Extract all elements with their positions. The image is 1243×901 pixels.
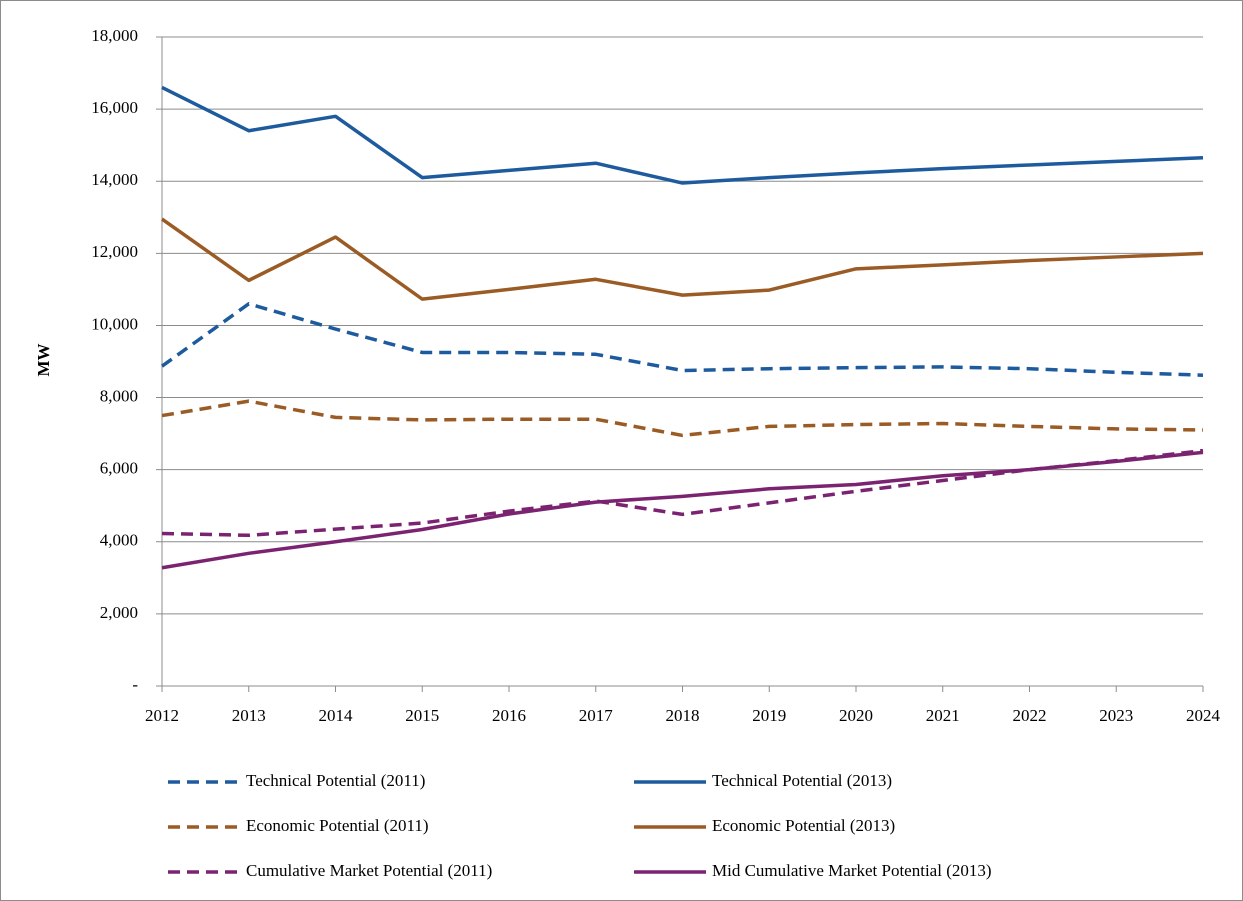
series-line: [161, 85, 1204, 185]
x-tick-label: 2017: [579, 706, 614, 725]
y-tick-label: 4,000: [100, 531, 138, 550]
x-tick-label: 2015: [405, 706, 439, 725]
series-line: [160, 217, 1204, 301]
x-tick-label: 2022: [1013, 706, 1047, 725]
x-tick-label: 2013: [232, 706, 266, 725]
y-tick-label: 14,000: [91, 170, 138, 189]
legend-label: Cumulative Market Potential (2011): [246, 861, 492, 880]
y-tick-label: 18,000: [91, 26, 138, 45]
x-tick-label: 2014: [319, 706, 354, 725]
x-tick-label: 2023: [1099, 706, 1133, 725]
y-tick-label: 16,000: [91, 98, 138, 117]
x-tick-label: 2020: [839, 706, 873, 725]
y-tick-label: 10,000: [91, 314, 138, 333]
x-tick-label: 2019: [752, 706, 786, 725]
x-tick-label: 2012: [145, 706, 179, 725]
legend-label: Economic Potential (2011): [246, 816, 429, 835]
y-tick-label: 6,000: [100, 459, 138, 478]
y-tick-label: -: [132, 675, 138, 694]
y-axis-label: MW: [34, 343, 53, 376]
x-tick-label: 2016: [492, 706, 526, 725]
y-tick-label: 2,000: [100, 603, 138, 622]
series-line: [161, 399, 1204, 438]
legend-label: Mid Cumulative Market Potential (2013): [712, 861, 992, 880]
legend-label: Technical Potential (2011): [246, 771, 425, 790]
y-tick-label: 8,000: [100, 386, 138, 405]
x-tick-label: 2021: [926, 706, 960, 725]
series-line: [161, 448, 1204, 538]
legend-label: Technical Potential (2013): [712, 771, 892, 790]
series-line: [161, 450, 1204, 570]
x-tick-label: 2018: [666, 706, 700, 725]
y-tick-label: 12,000: [91, 242, 138, 261]
x-tick-label: 2024: [1186, 706, 1221, 725]
series-line: [160, 302, 1204, 377]
legend-label: Economic Potential (2013): [712, 816, 895, 835]
